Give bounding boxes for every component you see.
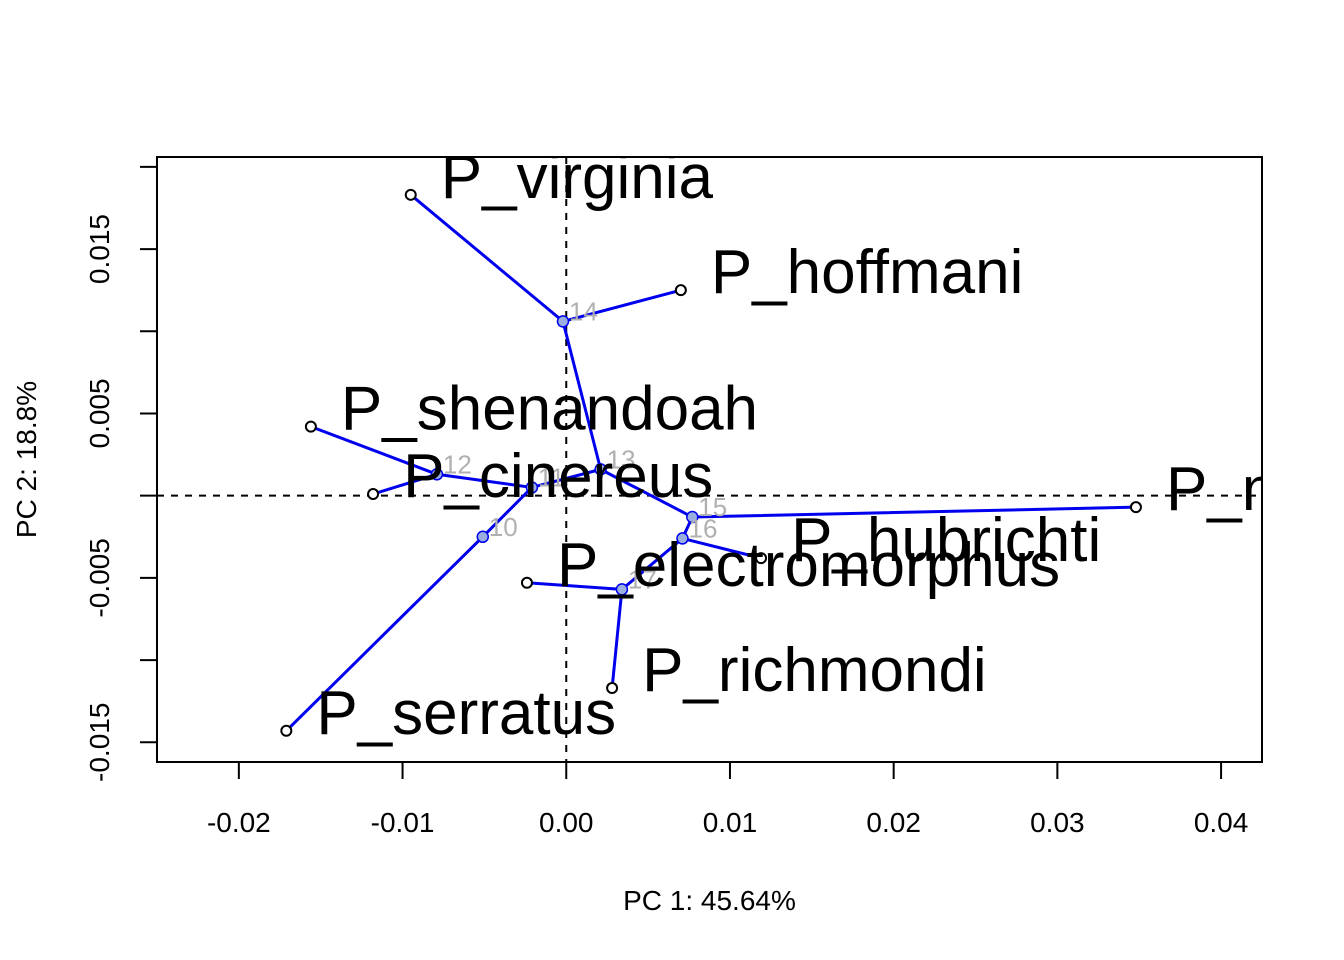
tip-point xyxy=(520,576,533,589)
tree-edge xyxy=(435,472,534,489)
tip-point xyxy=(755,552,768,565)
y-tick-label: 0.005 xyxy=(84,378,115,448)
tip-point xyxy=(280,724,293,737)
internal-node-point xyxy=(525,481,539,494)
tip-point xyxy=(1129,501,1142,514)
tree-edge xyxy=(610,587,624,690)
tree-edge xyxy=(309,425,439,476)
tip-label: P_n xyxy=(1166,455,1276,524)
node-label: 17 xyxy=(628,564,657,594)
y-tick-label: 0.015 xyxy=(84,214,115,284)
tree-edge xyxy=(409,193,565,323)
node-label: 11 xyxy=(538,462,565,492)
tree-edge xyxy=(680,536,763,560)
tree-edge xyxy=(561,288,683,323)
tree-edges xyxy=(284,193,1138,733)
tip-label: P_hubrichti xyxy=(791,506,1101,575)
tip-label: P_virginia xyxy=(441,143,714,212)
node-label: 16 xyxy=(688,513,717,543)
x-tick-label: 0.02 xyxy=(866,807,921,838)
tree-edge xyxy=(599,467,694,519)
tree-edge xyxy=(284,535,485,733)
tip-point xyxy=(304,420,317,433)
internal-node-point xyxy=(676,532,689,545)
x-tick-label: -0.01 xyxy=(371,807,435,838)
tip-label: P_serratus xyxy=(316,679,616,748)
x-tick-label: 0.00 xyxy=(539,807,594,838)
node-label: 15 xyxy=(698,492,727,522)
tip-point xyxy=(674,284,687,297)
tip-label: P_electromorphus xyxy=(557,531,1060,600)
tip-point xyxy=(404,188,417,201)
tree-edge xyxy=(690,505,1138,519)
internal-node-point xyxy=(615,583,629,596)
node-label: 10 xyxy=(489,512,518,542)
internal-node-point xyxy=(430,468,444,481)
tree-nodes xyxy=(430,315,699,596)
internal-node-point xyxy=(556,315,570,328)
tip-point xyxy=(367,488,380,501)
tip-labels: P_virginia P_hoffmani P_shenandoahP_cinere… xyxy=(316,143,1276,748)
tip-label: P_richmondi xyxy=(642,636,987,705)
x-tick-label: 0.04 xyxy=(1194,807,1249,838)
y-tick-label: -0.015 xyxy=(84,703,115,782)
tree-edge xyxy=(620,536,684,591)
internal-node-point xyxy=(476,530,490,544)
tip-point xyxy=(606,682,619,695)
tip-label: P_shenandoah xyxy=(341,375,758,444)
x-tick-label: -0.02 xyxy=(207,807,271,838)
node-label: 14 xyxy=(569,296,598,326)
tree-edge xyxy=(481,485,534,539)
tip-label: P_cinereus xyxy=(403,442,713,511)
x-tick-label: 0.01 xyxy=(703,807,758,838)
tip-label: P_hoffmani xyxy=(711,238,1024,307)
internal-node-point xyxy=(594,463,607,476)
internal-node-point xyxy=(686,510,699,524)
x-axis-title: PC 1: 45.64% xyxy=(623,885,796,916)
tree-tips xyxy=(280,188,1142,737)
tree-edge xyxy=(371,472,439,496)
y-axis-title: PC 2: 18.8% xyxy=(11,381,42,538)
node-label: 12 xyxy=(443,449,472,479)
y-axis: -0.015 -0.005 0.005 0.015 xyxy=(84,165,158,782)
tree-edge xyxy=(530,467,603,489)
tree-edge xyxy=(525,581,624,591)
reference-lines xyxy=(157,157,1262,762)
tree-edge xyxy=(561,319,603,471)
y-tick-label: -0.005 xyxy=(84,538,115,617)
x-tick-label: 0.03 xyxy=(1030,807,1085,838)
x-axis: -0.02 -0.01 0.00 0.01 0.02 0.03 0.04 xyxy=(207,761,1249,838)
node-label: 13 xyxy=(607,444,636,474)
